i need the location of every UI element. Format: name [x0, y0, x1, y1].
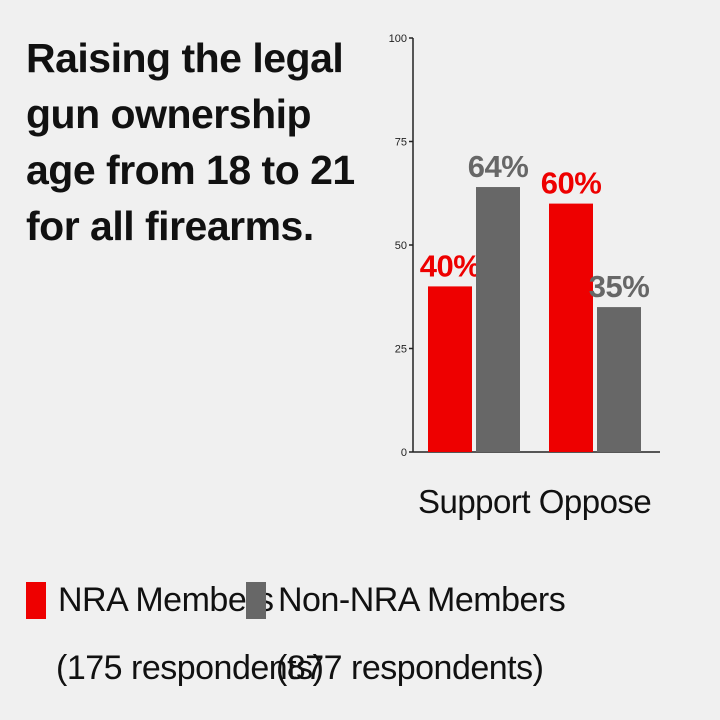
- chart-title-line: Raising the legal: [26, 35, 344, 81]
- legend-respondents: (877 respondents): [276, 649, 544, 687]
- chart-title-line: age from 18 to 21: [26, 147, 355, 193]
- y-tick-label: 25: [395, 344, 407, 356]
- y-tick-label: 0: [401, 447, 407, 459]
- legend-label: Non-NRA Members: [278, 581, 566, 619]
- legend-label: NRA Members: [58, 581, 274, 619]
- bar-chart: 0 25 50 75 100 40% 64% Support 60% 35% Oppose: [389, 33, 660, 520]
- legend-item-non-nra-members: Non-NRA Members (877 respondents): [246, 566, 566, 702]
- bar: [597, 307, 641, 452]
- chart-title: Raising the legal gun ownership age from…: [26, 30, 356, 254]
- x-category-label: Oppose: [539, 483, 652, 520]
- legend-swatch-nra: [26, 581, 46, 619]
- chart-title-line: gun ownership: [26, 91, 312, 137]
- bar-value-label: 35%: [589, 269, 650, 304]
- chart-title-line: for all firearms.: [26, 203, 314, 249]
- bar: [428, 286, 472, 452]
- y-tick-label: 50: [395, 240, 407, 252]
- legend-swatch-non-nra: [246, 581, 266, 619]
- legend-item-nra-members: NRA Members (175 respondents): [26, 566, 324, 702]
- bar: [476, 187, 520, 453]
- bar-value-label: 40%: [420, 248, 481, 283]
- bar-value-label: 64%: [468, 149, 529, 184]
- bar-value-label: 60%: [541, 166, 602, 201]
- y-tick-label: 75: [395, 137, 407, 149]
- bar: [549, 203, 593, 452]
- x-category-label: Support: [418, 483, 530, 520]
- y-tick-label: 100: [389, 33, 407, 45]
- legend-respondents: (175 respondents): [56, 649, 324, 687]
